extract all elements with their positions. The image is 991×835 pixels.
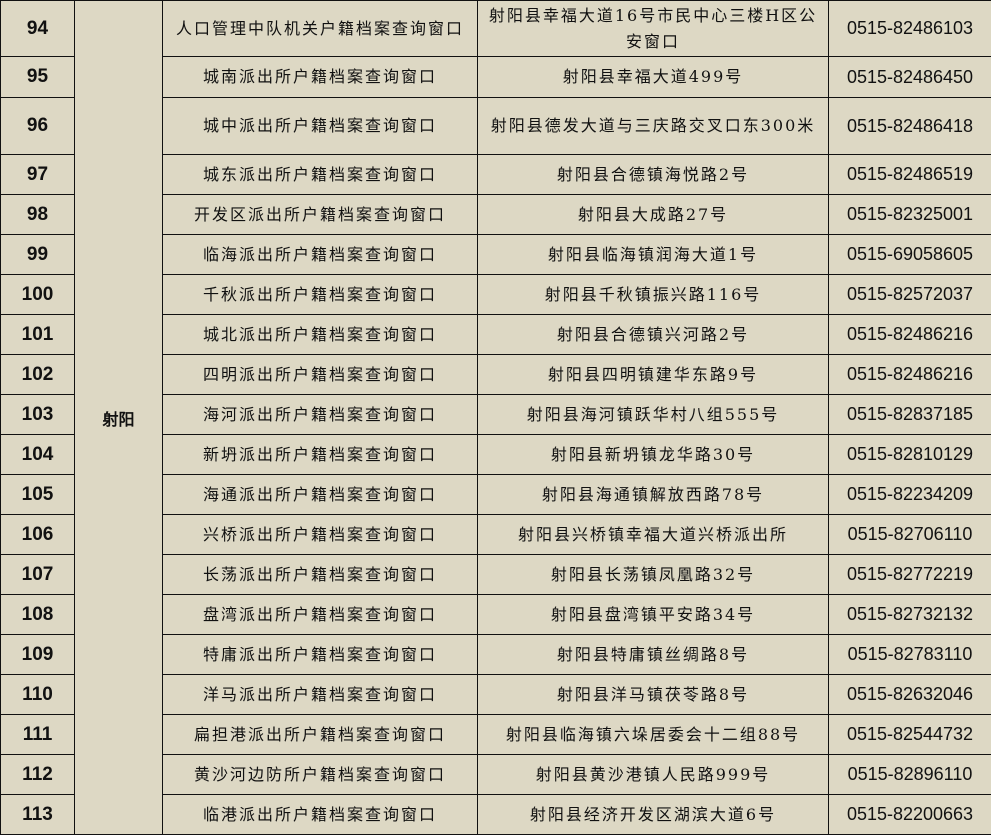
office-name: 城东派出所户籍档案查询窗口 [163, 155, 478, 195]
office-name: 海河派出所户籍档案查询窗口 [163, 395, 478, 435]
office-phone: 0515-82732132 [829, 595, 991, 635]
row-number: 111 [1, 715, 75, 755]
office-address: 射阳县盘湾镇平安路34号 [478, 595, 829, 635]
row-number: 95 [1, 57, 75, 98]
row-number: 101 [1, 315, 75, 355]
row-number: 112 [1, 755, 75, 795]
office-address: 射阳县大成路27号 [478, 195, 829, 235]
office-phone: 0515-69058605 [829, 235, 991, 275]
office-phone: 0515-82810129 [829, 435, 991, 475]
office-phone: 0515-82486103 [829, 1, 991, 57]
office-address: 射阳县幸福大道16号市民中心三楼H区公安窗口 [478, 1, 829, 57]
office-name: 开发区派出所户籍档案查询窗口 [163, 195, 478, 235]
office-address: 射阳县合德镇海悦路2号 [478, 155, 829, 195]
office-phone: 0515-82486519 [829, 155, 991, 195]
office-address: 射阳县临海镇润海大道1号 [478, 235, 829, 275]
row-number: 97 [1, 155, 75, 195]
row-number: 100 [1, 275, 75, 315]
row-number: 113 [1, 795, 75, 835]
office-phone: 0515-82706110 [829, 515, 991, 555]
office-name: 黄沙河边防所户籍档案查询窗口 [163, 755, 478, 795]
office-name: 人口管理中队机关户籍档案查询窗口 [163, 1, 478, 57]
office-name: 临港派出所户籍档案查询窗口 [163, 795, 478, 835]
office-address: 射阳县合德镇兴河路2号 [478, 315, 829, 355]
row-number: 110 [1, 675, 75, 715]
office-phone: 0515-82200663 [829, 795, 991, 835]
office-address: 射阳县兴桥镇幸福大道兴桥派出所 [478, 515, 829, 555]
office-name: 新坍派出所户籍档案查询窗口 [163, 435, 478, 475]
office-phone: 0515-82544732 [829, 715, 991, 755]
office-phone: 0515-82837185 [829, 395, 991, 435]
office-phone: 0515-82772219 [829, 555, 991, 595]
office-address: 射阳县四明镇建华东路9号 [478, 355, 829, 395]
office-phone: 0515-82896110 [829, 755, 991, 795]
office-address: 射阳县新坍镇龙华路30号 [478, 435, 829, 475]
row-number: 94 [1, 1, 75, 57]
office-address: 射阳县千秋镇振兴路116号 [478, 275, 829, 315]
office-name: 城南派出所户籍档案查询窗口 [163, 57, 478, 98]
office-address: 射阳县海河镇跃华村八组555号 [478, 395, 829, 435]
office-address: 射阳县洋马镇茯苓路8号 [478, 675, 829, 715]
office-name: 城中派出所户籍档案查询窗口 [163, 98, 478, 155]
office-address: 射阳县临海镇六垛居委会十二组88号 [478, 715, 829, 755]
office-phone: 0515-82486450 [829, 57, 991, 98]
office-phone: 0515-82783110 [829, 635, 991, 675]
office-name: 盘湾派出所户籍档案查询窗口 [163, 595, 478, 635]
row-number: 96 [1, 98, 75, 155]
row-number: 98 [1, 195, 75, 235]
office-address: 射阳县德发大道与三庆路交叉口东300米 [478, 98, 829, 155]
office-address: 射阳县经济开发区湖滨大道6号 [478, 795, 829, 835]
office-address: 射阳县特庸镇丝绸路8号 [478, 635, 829, 675]
office-name: 海通派出所户籍档案查询窗口 [163, 475, 478, 515]
office-name: 千秋派出所户籍档案查询窗口 [163, 275, 478, 315]
row-number: 102 [1, 355, 75, 395]
row-number: 99 [1, 235, 75, 275]
row-number: 104 [1, 435, 75, 475]
office-phone: 0515-82486216 [829, 315, 991, 355]
office-phone: 0515-82486418 [829, 98, 991, 155]
office-address: 射阳县海通镇解放西路78号 [478, 475, 829, 515]
office-phone: 0515-82234209 [829, 475, 991, 515]
office-phone: 0515-82486216 [829, 355, 991, 395]
office-name: 兴桥派出所户籍档案查询窗口 [163, 515, 478, 555]
district-cell: 射阳 [75, 1, 163, 835]
row-number: 106 [1, 515, 75, 555]
office-name: 临海派出所户籍档案查询窗口 [163, 235, 478, 275]
office-phone: 0515-82572037 [829, 275, 991, 315]
office-address: 射阳县幸福大道499号 [478, 57, 829, 98]
office-address: 射阳县长荡镇凤凰路32号 [478, 555, 829, 595]
office-address: 射阳县黄沙港镇人民路999号 [478, 755, 829, 795]
row-number: 108 [1, 595, 75, 635]
office-name: 城北派出所户籍档案查询窗口 [163, 315, 478, 355]
office-name: 特庸派出所户籍档案查询窗口 [163, 635, 478, 675]
office-name: 长荡派出所户籍档案查询窗口 [163, 555, 478, 595]
office-phone: 0515-82325001 [829, 195, 991, 235]
row-number: 107 [1, 555, 75, 595]
office-phone: 0515-82632046 [829, 675, 991, 715]
row-number: 103 [1, 395, 75, 435]
office-name: 四明派出所户籍档案查询窗口 [163, 355, 478, 395]
office-name: 洋马派出所户籍档案查询窗口 [163, 675, 478, 715]
office-name: 扁担港派出所户籍档案查询窗口 [163, 715, 478, 755]
row-number: 105 [1, 475, 75, 515]
row-number: 109 [1, 635, 75, 675]
